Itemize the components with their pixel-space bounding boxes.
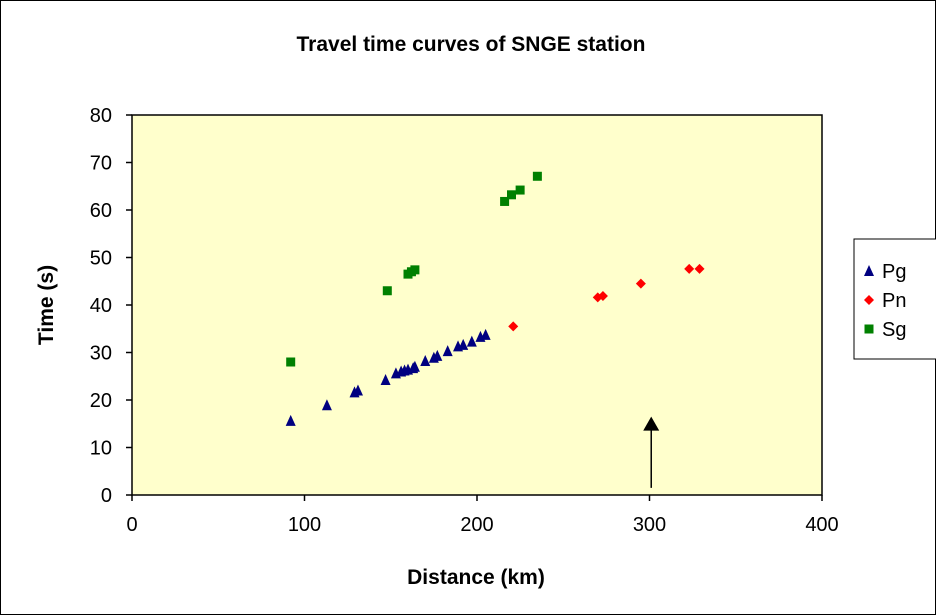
data-point-pg (380, 374, 391, 386)
series-pg (285, 328, 491, 426)
data-point-pn (684, 263, 695, 274)
y-axis: 0 10 20 30 40 50 60 70 80 (90, 105, 132, 507)
data-point-sg (410, 265, 420, 275)
data-point-sg (286, 357, 296, 367)
data-point-pn (694, 263, 705, 274)
series-sg (286, 171, 542, 367)
arrow-head (643, 416, 660, 431)
data-point-pg (285, 414, 296, 426)
x-tick-label: 300 (633, 514, 666, 536)
x-axis: 0 100 200 300 400 (126, 495, 839, 536)
legend-label-pg: Pg (882, 261, 906, 283)
x-tick-label: 200 (460, 514, 493, 536)
data-point-pg (409, 360, 420, 372)
data-point-sg (500, 196, 510, 206)
annotations (643, 416, 660, 488)
y-tick-label: 30 (90, 343, 112, 365)
x-tick-label: 0 (126, 514, 137, 536)
data-point-pn (635, 278, 646, 289)
y-tick-label: 50 (90, 248, 112, 270)
data-points (285, 171, 705, 426)
data-point-pg (480, 328, 491, 340)
legend-marker-sg (864, 324, 874, 334)
data-point-pn (597, 290, 608, 301)
data-point-pg (352, 384, 363, 396)
y-tick-label: 60 (90, 200, 112, 222)
data-point-pg (458, 338, 469, 350)
x-tick-label: 100 (288, 514, 321, 536)
x-axis-title: Distance (km) (407, 566, 545, 589)
legend-marker-pn (864, 295, 874, 305)
data-point-sg (515, 185, 525, 195)
y-tick-label: 40 (90, 295, 112, 317)
series-pn (508, 263, 705, 332)
data-point-pg (321, 399, 332, 411)
y-tick-label: 0 (101, 485, 112, 507)
data-point-pg (466, 335, 477, 347)
y-tick-label: 20 (90, 390, 112, 412)
plot-area (131, 114, 823, 496)
legend-label-pn: Pn (882, 290, 906, 312)
legend: Pg Pn Sg (853, 238, 936, 360)
data-point-pg (420, 355, 431, 367)
data-point-pn (508, 321, 519, 332)
data-point-sg (382, 286, 392, 296)
legend-label-sg: Sg (882, 319, 906, 341)
x-tick-label: 400 (805, 514, 838, 536)
y-tick-label: 80 (90, 105, 112, 127)
y-tick-label: 70 (90, 153, 112, 175)
data-point-pg (442, 345, 453, 357)
chart-title: Travel time curves of SNGE station (297, 33, 646, 56)
legend-marker-pg (864, 265, 874, 276)
y-tick-label: 10 (90, 438, 112, 460)
data-point-sg (507, 190, 516, 200)
y-axis-title: Time (s) (35, 265, 58, 345)
data-point-sg (532, 171, 542, 181)
data-point-pg (432, 349, 443, 361)
